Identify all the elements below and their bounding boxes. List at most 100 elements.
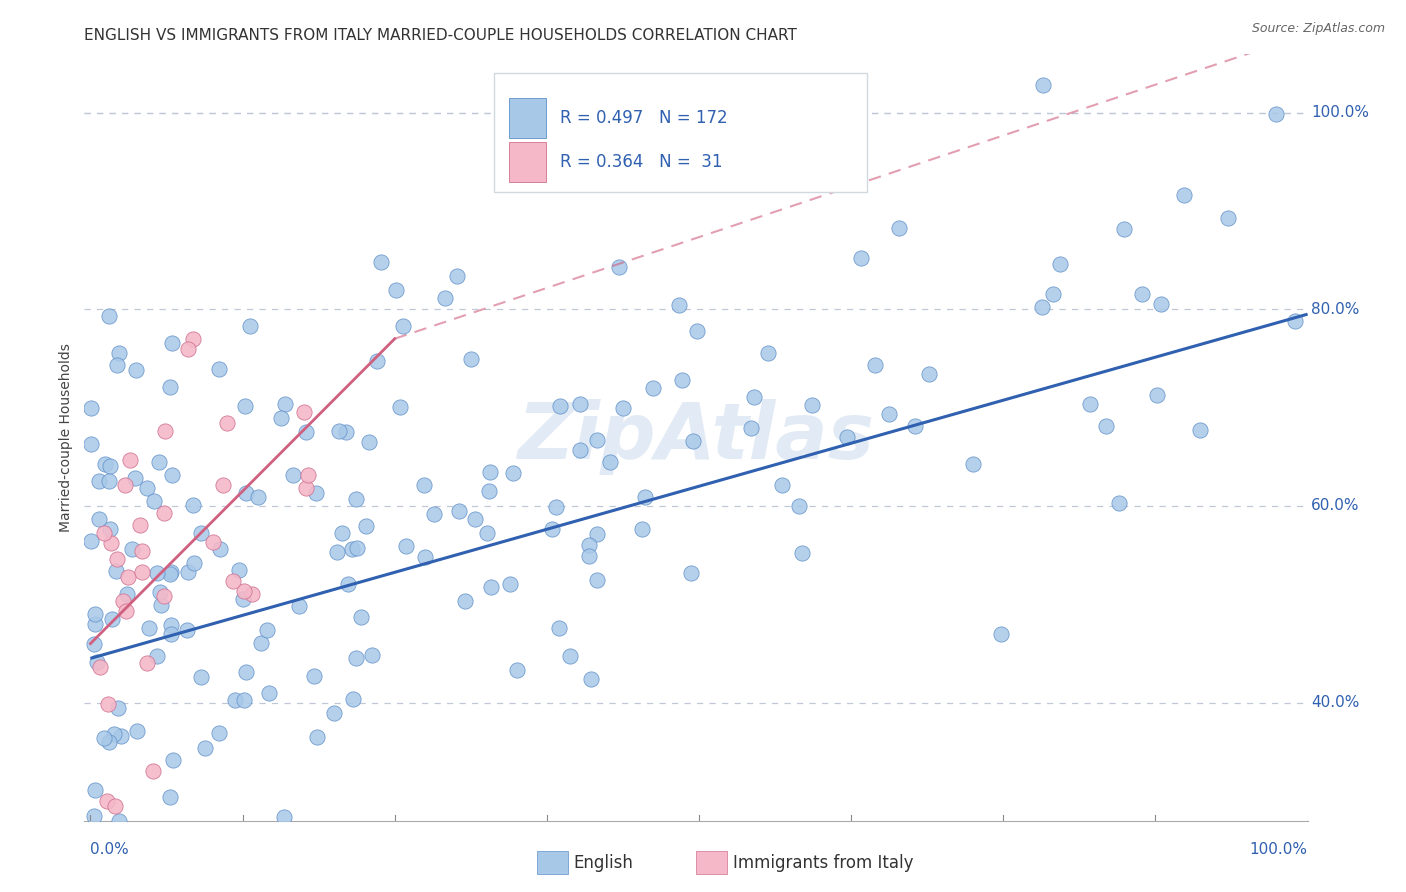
Point bbox=[297, 468, 319, 483]
Point bbox=[100, 459, 122, 474]
Point bbox=[548, 621, 571, 635]
Point bbox=[105, 564, 128, 578]
Point bbox=[506, 664, 529, 678]
Point bbox=[599, 455, 621, 469]
Point bbox=[100, 612, 122, 626]
Point bbox=[83, 637, 105, 651]
Point bbox=[270, 411, 292, 425]
Point bbox=[740, 420, 762, 434]
Point bbox=[80, 437, 103, 451]
Text: R = 0.364   N =  31: R = 0.364 N = 31 bbox=[560, 153, 723, 171]
Point bbox=[578, 549, 600, 563]
Point bbox=[160, 467, 183, 482]
Point bbox=[550, 399, 572, 413]
Point bbox=[412, 477, 434, 491]
Point bbox=[904, 418, 927, 433]
Point bbox=[110, 729, 132, 743]
Point bbox=[149, 585, 172, 599]
Point bbox=[1284, 314, 1306, 328]
Point bbox=[357, 434, 380, 449]
Point bbox=[790, 546, 813, 560]
Point bbox=[240, 587, 263, 601]
Point bbox=[578, 538, 600, 552]
Point bbox=[146, 566, 169, 580]
Point bbox=[475, 525, 498, 540]
Point bbox=[159, 617, 181, 632]
Point bbox=[962, 457, 984, 471]
Point bbox=[340, 542, 363, 557]
Point bbox=[288, 599, 311, 613]
Point bbox=[344, 492, 367, 507]
Point bbox=[388, 400, 411, 414]
Point bbox=[93, 731, 115, 745]
Point bbox=[208, 361, 231, 376]
Point bbox=[305, 485, 328, 500]
Point bbox=[558, 648, 581, 663]
Point bbox=[228, 563, 250, 577]
Point bbox=[138, 621, 160, 635]
Point bbox=[366, 354, 388, 368]
Point bbox=[877, 407, 900, 421]
Point bbox=[96, 794, 118, 808]
Point bbox=[346, 541, 368, 555]
Point bbox=[607, 260, 630, 274]
Text: ZipAtlas: ZipAtlas bbox=[517, 399, 875, 475]
Point bbox=[153, 424, 176, 438]
Point bbox=[162, 753, 184, 767]
Bar bbox=[696, 851, 727, 874]
Point bbox=[460, 351, 482, 366]
Point bbox=[131, 544, 153, 558]
Point bbox=[105, 552, 128, 566]
Point bbox=[686, 324, 709, 338]
Bar bbox=[537, 851, 568, 874]
Point bbox=[330, 526, 353, 541]
Point bbox=[544, 500, 567, 514]
Point bbox=[395, 539, 418, 553]
Point bbox=[160, 627, 183, 641]
Point bbox=[105, 359, 128, 373]
Point bbox=[145, 648, 167, 663]
Point bbox=[125, 363, 148, 377]
Point bbox=[1264, 106, 1286, 120]
Text: Immigrants from Italy: Immigrants from Italy bbox=[733, 854, 912, 871]
Point bbox=[190, 670, 212, 684]
Point bbox=[211, 478, 233, 492]
Point bbox=[160, 565, 183, 579]
Point bbox=[434, 291, 457, 305]
Point bbox=[342, 692, 364, 706]
Point bbox=[108, 814, 131, 828]
Point bbox=[129, 518, 152, 533]
Point bbox=[224, 692, 246, 706]
Point bbox=[454, 594, 477, 608]
Point bbox=[118, 452, 141, 467]
Point bbox=[1108, 496, 1130, 510]
Point bbox=[478, 483, 501, 498]
Point bbox=[668, 298, 690, 312]
Point bbox=[80, 401, 103, 415]
Point bbox=[222, 574, 245, 588]
Bar bbox=[509, 142, 546, 182]
Point bbox=[124, 471, 146, 485]
Point bbox=[159, 380, 181, 394]
Point bbox=[181, 498, 204, 512]
Point bbox=[295, 425, 318, 440]
Point bbox=[232, 592, 254, 607]
Point bbox=[239, 319, 262, 334]
Point bbox=[208, 726, 231, 740]
Point bbox=[208, 541, 231, 556]
Point bbox=[153, 589, 176, 603]
Point bbox=[569, 396, 592, 410]
Point bbox=[887, 220, 910, 235]
Point bbox=[176, 623, 198, 637]
Point bbox=[631, 522, 654, 536]
Point bbox=[479, 580, 502, 594]
Point bbox=[641, 381, 664, 395]
Point bbox=[125, 723, 148, 738]
Point bbox=[121, 541, 143, 556]
Point bbox=[98, 475, 121, 489]
Point bbox=[800, 398, 823, 412]
Point bbox=[274, 397, 297, 411]
Point bbox=[770, 478, 793, 492]
Text: 80.0%: 80.0% bbox=[1312, 301, 1360, 317]
Point bbox=[247, 490, 270, 504]
